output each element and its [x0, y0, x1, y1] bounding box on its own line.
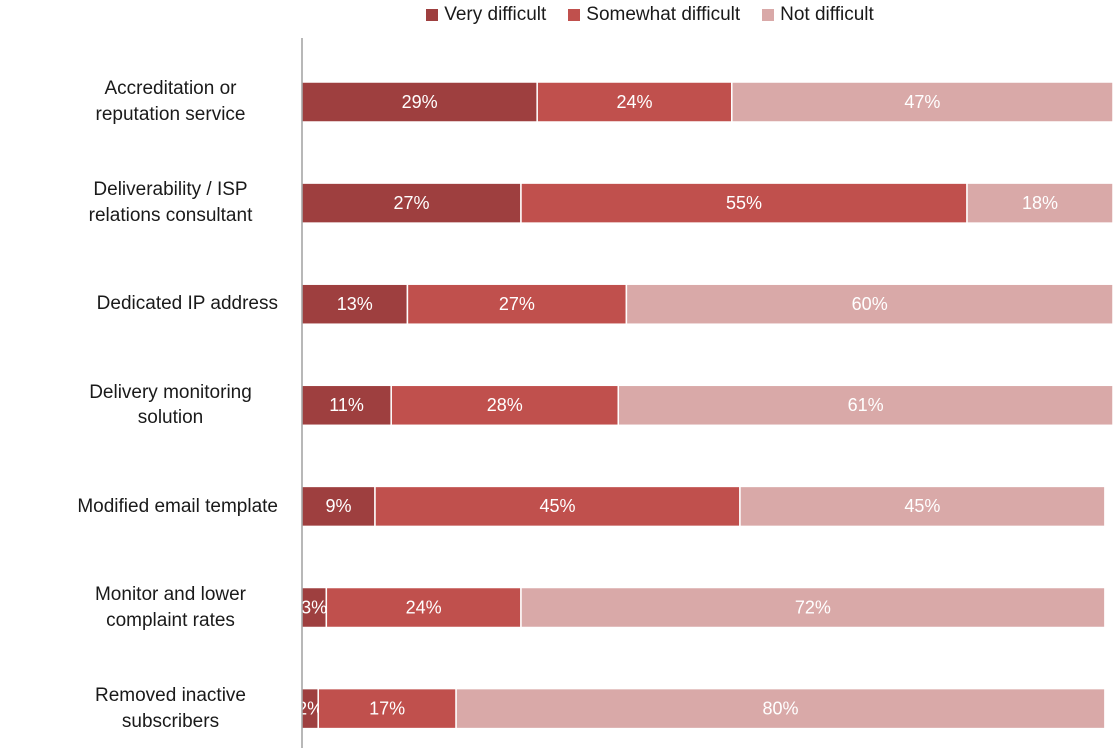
legend: Very difficult Somewhat difficult Not diff… — [0, 4, 1113, 26]
category-label: Removed inactive subscribers — [8, 664, 278, 754]
data-label: 18% — [1022, 193, 1058, 213]
category-text: Deliverability / ISP relations consultan… — [88, 179, 253, 227]
bar-segment — [625, 283, 1113, 325]
data-label: 80% — [762, 698, 798, 718]
category-label: Monitor and lower complaint rates — [8, 563, 278, 653]
bar-segment — [317, 687, 457, 730]
bar-segment — [520, 182, 968, 224]
data-label: 72% — [795, 597, 831, 617]
category-text: Modified email template — [77, 495, 278, 517]
data-label: 9% — [325, 496, 351, 516]
bar-segment — [301, 182, 522, 224]
data-label: 61% — [848, 395, 884, 415]
legend-item: Not difficult — [762, 4, 874, 26]
legend-swatch — [762, 9, 775, 21]
legend-swatch — [426, 9, 439, 21]
category-label: Deliverability / ISP relations consultan… — [8, 158, 278, 248]
bar-segment — [374, 485, 741, 528]
data-label: 24% — [406, 597, 442, 617]
category-text: Monitor and lower complaint rates — [94, 583, 247, 631]
data-label: 29% — [402, 92, 438, 112]
data-label: 45% — [904, 496, 940, 516]
bar-segment — [731, 81, 1113, 123]
data-label: 27% — [499, 294, 535, 314]
bar-segment — [739, 485, 1106, 528]
bar-segment — [301, 283, 409, 325]
bar-segment — [536, 81, 733, 123]
data-label: 47% — [904, 92, 940, 112]
data-label: 55% — [726, 193, 762, 213]
data-label: 13% — [337, 294, 373, 314]
legend-label: Somewhat difficult — [586, 4, 741, 25]
data-label: 60% — [852, 294, 888, 314]
data-label: 2% — [297, 698, 323, 718]
data-label: 11% — [329, 395, 364, 415]
data-label: 28% — [487, 395, 523, 415]
data-label: 24% — [616, 92, 652, 112]
data-label: 27% — [393, 193, 429, 213]
category-label: Dedicated IP address — [8, 259, 278, 349]
legend-item: Very difficult — [426, 4, 546, 26]
legend-label: Very difficult — [444, 4, 547, 25]
legend-label: Not difficult — [780, 4, 874, 25]
legend-swatch — [568, 9, 581, 21]
data-label: 3% — [301, 597, 327, 617]
data-label: 17% — [369, 698, 405, 718]
bar-segment — [455, 687, 1106, 730]
bar-segment — [520, 586, 1106, 629]
category-text: Delivery monitoring solution — [89, 381, 252, 429]
category-text: Accreditation or reputation service — [95, 78, 246, 125]
category-text: Removed inactive subscribers — [94, 684, 247, 732]
category-label: Accreditation or reputation service — [8, 57, 278, 147]
data-label: 45% — [539, 496, 575, 516]
legend-item: Somewhat difficult — [568, 4, 740, 26]
category-label: Delivery monitoring solution — [8, 360, 278, 450]
category-label: Modified email template — [8, 461, 278, 551]
bar-segment — [301, 384, 392, 427]
bar-segment — [617, 384, 1113, 427]
category-text: Dedicated IP address — [96, 293, 278, 315]
bar-segment — [966, 182, 1113, 224]
bar-segment — [406, 283, 628, 325]
